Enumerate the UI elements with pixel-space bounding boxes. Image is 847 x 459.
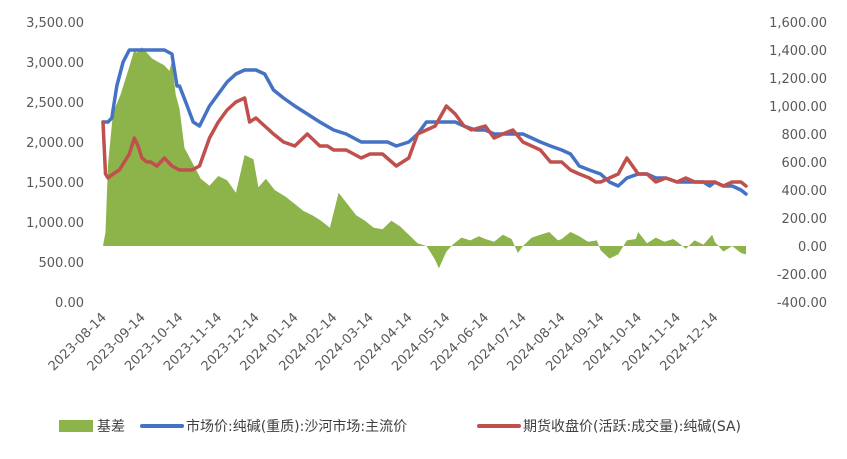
legend: 基差 市场价:纯碱(重质):沙河市场:主流价 期货收盘价(活跃:成交量):纯碱(SA…: [59, 418, 741, 435]
right-tick-label: 800.00: [782, 128, 828, 143]
right-tick-label: 1,400.00: [769, 44, 827, 59]
left-tick-label: 2,000.00: [26, 136, 84, 151]
right-tick-label: 1,600.00: [769, 16, 827, 31]
legend-label-basis: 基差: [97, 418, 125, 435]
legend-label-spot: 市场价:纯碱(重质):沙河市场:主流价: [186, 418, 407, 435]
spot-price-line: [101, 48, 748, 196]
right-tick-label: 0.00: [798, 240, 827, 255]
basis-area: [103, 47, 746, 269]
left-tick-label: 1,000.00: [26, 216, 84, 231]
right-tick-label: 1,000.00: [769, 100, 827, 115]
left-tick-label: 3,000.00: [26, 56, 84, 71]
futures-price-line: [101, 96, 748, 188]
right-axis: -400.00 -200.00 0.00 200.00 400.00 600.00 800.…: [769, 16, 827, 311]
right-tick-label: 1,200.00: [769, 72, 827, 87]
left-tick-label: 0.00: [55, 296, 84, 311]
right-tick-label: 200.00: [782, 212, 828, 227]
legend-swatch-basis: [59, 420, 93, 432]
right-tick-label: 400.00: [782, 184, 828, 199]
left-tick-label: 3,500.00: [26, 16, 84, 31]
left-axis: 0.00 500.00 1,000.00 1,500.00 2,000.00 2,500.…: [26, 16, 84, 311]
left-tick-label: 500.00: [39, 256, 85, 271]
plot-area: [101, 47, 748, 269]
right-tick-label: -200.00: [777, 268, 827, 283]
left-tick-label: 2,500.00: [26, 96, 84, 111]
right-tick-label: 600.00: [782, 156, 828, 171]
x-axis: 2023-08-142023-09-142023-10-142023-11-14…: [46, 310, 722, 374]
right-tick-label: -400.00: [777, 296, 827, 311]
left-tick-label: 1,500.00: [26, 176, 84, 191]
legend-label-futures: 期货收盘价(活跃:成交量):纯碱(SA): [523, 418, 741, 435]
